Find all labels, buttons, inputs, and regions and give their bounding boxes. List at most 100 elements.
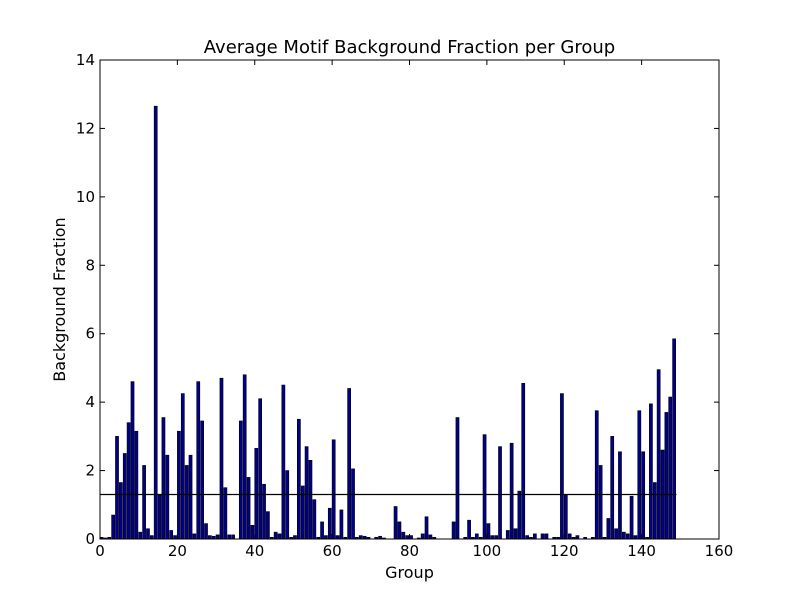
bar (606, 518, 611, 540)
bar (335, 535, 340, 540)
x-tick-label: 40 (245, 542, 264, 560)
bar (397, 521, 402, 540)
bar (652, 482, 657, 540)
x-axis-label: Group (385, 563, 434, 582)
x-tick-label: 60 (323, 542, 342, 560)
x-tick-label: 0 (95, 542, 105, 560)
bar (401, 531, 406, 540)
bar (331, 439, 336, 540)
bar (184, 465, 189, 540)
bar (157, 494, 162, 540)
bar (277, 533, 282, 540)
bar (281, 384, 286, 540)
bar (254, 448, 259, 540)
bar (246, 477, 251, 540)
bar (219, 377, 224, 540)
bar (649, 403, 653, 540)
bar (494, 535, 499, 540)
bar (238, 420, 243, 540)
bar (393, 506, 398, 540)
bar (525, 535, 529, 540)
bar (351, 468, 355, 540)
bar (165, 454, 170, 540)
bar (173, 535, 177, 540)
bar (308, 460, 313, 540)
bar (540, 533, 545, 540)
bar (242, 374, 247, 540)
bar (146, 528, 150, 540)
bar (339, 509, 344, 540)
bar (119, 482, 123, 540)
bar (521, 383, 526, 540)
bar (575, 535, 580, 540)
bar (215, 534, 220, 540)
bar (451, 521, 456, 540)
x-tick-label: 120 (550, 542, 579, 560)
bar (424, 516, 429, 540)
bar (621, 531, 626, 540)
bar (153, 105, 158, 540)
bar (200, 420, 204, 540)
ticks-layer: 0 20 40 60 80 100 120 140 160 0 2 4 6 8 10 12 14 (76, 51, 733, 560)
bar (122, 453, 127, 540)
bar (208, 535, 212, 540)
bar (672, 338, 676, 540)
bar (177, 430, 181, 540)
bar (324, 535, 328, 540)
bar (532, 533, 537, 540)
bar (544, 533, 549, 540)
y-axis-label: Background Fraction (50, 217, 69, 381)
x-tick-label: 160 (705, 542, 734, 560)
bar (629, 495, 634, 540)
bar (610, 436, 615, 540)
y-tick-label: 6 (85, 325, 95, 343)
bar (358, 535, 363, 540)
x-tick-label: 20 (168, 542, 187, 560)
y-tick-label: 14 (76, 51, 95, 69)
bar (134, 430, 139, 540)
bar (405, 535, 410, 540)
bar (567, 533, 572, 540)
bar (142, 465, 146, 540)
bar (304, 446, 309, 540)
bar (231, 534, 235, 540)
bar (614, 528, 618, 540)
bar (420, 533, 425, 540)
bar (347, 388, 351, 540)
bar (312, 499, 317, 540)
bar (297, 418, 301, 540)
bar (594, 410, 599, 540)
bar (455, 417, 460, 540)
bar (204, 523, 208, 540)
bar (641, 451, 646, 540)
bar (664, 412, 669, 540)
y-tick-label: 8 (85, 256, 95, 274)
y-tick-label: 12 (76, 119, 95, 137)
bar (625, 533, 630, 540)
bar (467, 519, 471, 540)
bar (293, 535, 297, 540)
y-tick-label: 2 (85, 462, 95, 480)
bar (138, 531, 143, 540)
bar (126, 422, 131, 540)
chart-title: Average Motif Background Fraction per Gr… (204, 37, 615, 58)
x-tick-label: 100 (473, 542, 502, 560)
bar (563, 494, 568, 540)
bar (633, 535, 638, 540)
bar (656, 369, 661, 540)
bar (517, 490, 522, 540)
bar (560, 393, 564, 540)
bar (169, 530, 174, 540)
bar (668, 396, 673, 540)
bar (111, 514, 116, 540)
bar (637, 410, 642, 540)
bar (188, 454, 193, 540)
bar (285, 470, 290, 540)
bar (192, 533, 197, 540)
x-tick-label: 140 (627, 542, 656, 560)
bar (482, 434, 487, 540)
bar (273, 531, 278, 540)
bar (498, 446, 502, 540)
